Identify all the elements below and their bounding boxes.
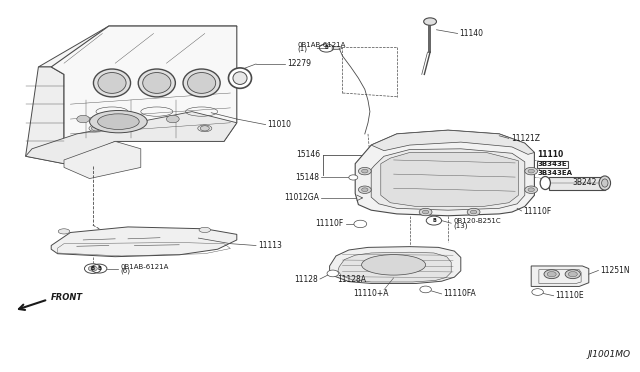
Text: JI1001MO: JI1001MO: [588, 350, 630, 359]
Polygon shape: [330, 247, 461, 283]
Polygon shape: [26, 67, 64, 164]
Text: (6): (6): [120, 268, 131, 275]
Circle shape: [422, 210, 429, 214]
Polygon shape: [371, 130, 534, 154]
Circle shape: [362, 188, 368, 192]
Ellipse shape: [228, 68, 252, 89]
Circle shape: [166, 115, 179, 123]
Circle shape: [358, 186, 371, 193]
Circle shape: [467, 208, 480, 216]
Circle shape: [568, 272, 577, 277]
Text: 0B1AB-6121A: 0B1AB-6121A: [120, 264, 169, 270]
Ellipse shape: [540, 177, 550, 190]
Text: 3B242: 3B242: [573, 178, 597, 187]
Polygon shape: [371, 149, 525, 210]
Ellipse shape: [138, 69, 175, 97]
Polygon shape: [355, 130, 534, 216]
Polygon shape: [38, 26, 237, 67]
Polygon shape: [338, 252, 451, 282]
Text: 15148: 15148: [295, 173, 319, 182]
Ellipse shape: [90, 110, 147, 133]
Text: B: B: [432, 218, 436, 223]
Text: 11012GA: 11012GA: [284, 193, 319, 202]
Circle shape: [544, 270, 559, 279]
Circle shape: [426, 216, 442, 225]
Circle shape: [528, 188, 534, 192]
Text: FRONT: FRONT: [51, 293, 83, 302]
Text: 11113: 11113: [259, 241, 282, 250]
Text: 11251N: 11251N: [600, 266, 630, 275]
Text: 11110+A: 11110+A: [353, 289, 389, 298]
Text: 11110: 11110: [538, 150, 564, 159]
Circle shape: [362, 169, 368, 173]
Text: 11110E: 11110E: [556, 291, 584, 300]
Ellipse shape: [199, 227, 211, 232]
Polygon shape: [332, 46, 342, 50]
Text: B: B: [324, 45, 328, 51]
Circle shape: [532, 289, 543, 295]
Circle shape: [525, 186, 538, 193]
Text: 11110F: 11110F: [315, 219, 343, 228]
Text: 11128A: 11128A: [337, 275, 366, 283]
Text: 0B1AB-6121A: 0B1AB-6121A: [298, 42, 346, 48]
Polygon shape: [51, 26, 237, 164]
Text: 11128: 11128: [294, 275, 318, 283]
Polygon shape: [381, 153, 518, 206]
Ellipse shape: [98, 114, 140, 129]
Text: (13): (13): [453, 222, 468, 229]
Ellipse shape: [143, 73, 171, 93]
Ellipse shape: [188, 73, 216, 93]
Ellipse shape: [93, 69, 131, 97]
Ellipse shape: [198, 125, 212, 132]
Polygon shape: [531, 266, 589, 286]
Ellipse shape: [599, 176, 611, 190]
Text: 11010: 11010: [268, 120, 292, 129]
Text: (1): (1): [298, 46, 308, 52]
Text: B: B: [91, 266, 95, 271]
Circle shape: [88, 266, 97, 271]
Circle shape: [565, 270, 580, 279]
Polygon shape: [26, 112, 237, 164]
Circle shape: [84, 264, 101, 273]
Circle shape: [122, 115, 134, 123]
Circle shape: [420, 286, 431, 293]
Circle shape: [77, 115, 90, 123]
Circle shape: [424, 18, 436, 25]
Text: 15146: 15146: [296, 150, 320, 158]
Ellipse shape: [58, 229, 70, 234]
Circle shape: [419, 208, 432, 216]
Text: 3B343E: 3B343E: [538, 161, 567, 167]
Circle shape: [358, 167, 371, 175]
Ellipse shape: [98, 73, 126, 93]
Circle shape: [354, 220, 367, 228]
Polygon shape: [549, 177, 605, 190]
Circle shape: [327, 270, 339, 277]
Text: 3B343EA: 3B343EA: [538, 170, 573, 176]
Polygon shape: [64, 141, 141, 179]
Circle shape: [525, 167, 538, 175]
Circle shape: [470, 210, 477, 214]
Text: B: B: [97, 266, 101, 271]
Circle shape: [200, 126, 209, 131]
Circle shape: [547, 272, 556, 277]
Text: 0B120-B251C: 0B120-B251C: [453, 218, 500, 224]
Ellipse shape: [602, 179, 608, 187]
Circle shape: [528, 169, 534, 173]
Circle shape: [349, 175, 358, 180]
Text: 11110FA: 11110FA: [444, 289, 476, 298]
Ellipse shape: [362, 254, 426, 275]
Text: 11110F: 11110F: [524, 207, 552, 216]
Text: 11121Z: 11121Z: [511, 134, 540, 143]
Circle shape: [92, 126, 100, 131]
Text: 12279: 12279: [287, 60, 311, 68]
Text: 11140: 11140: [460, 29, 484, 38]
Ellipse shape: [183, 69, 220, 97]
Polygon shape: [51, 227, 237, 257]
Ellipse shape: [89, 125, 103, 132]
Ellipse shape: [233, 72, 247, 84]
